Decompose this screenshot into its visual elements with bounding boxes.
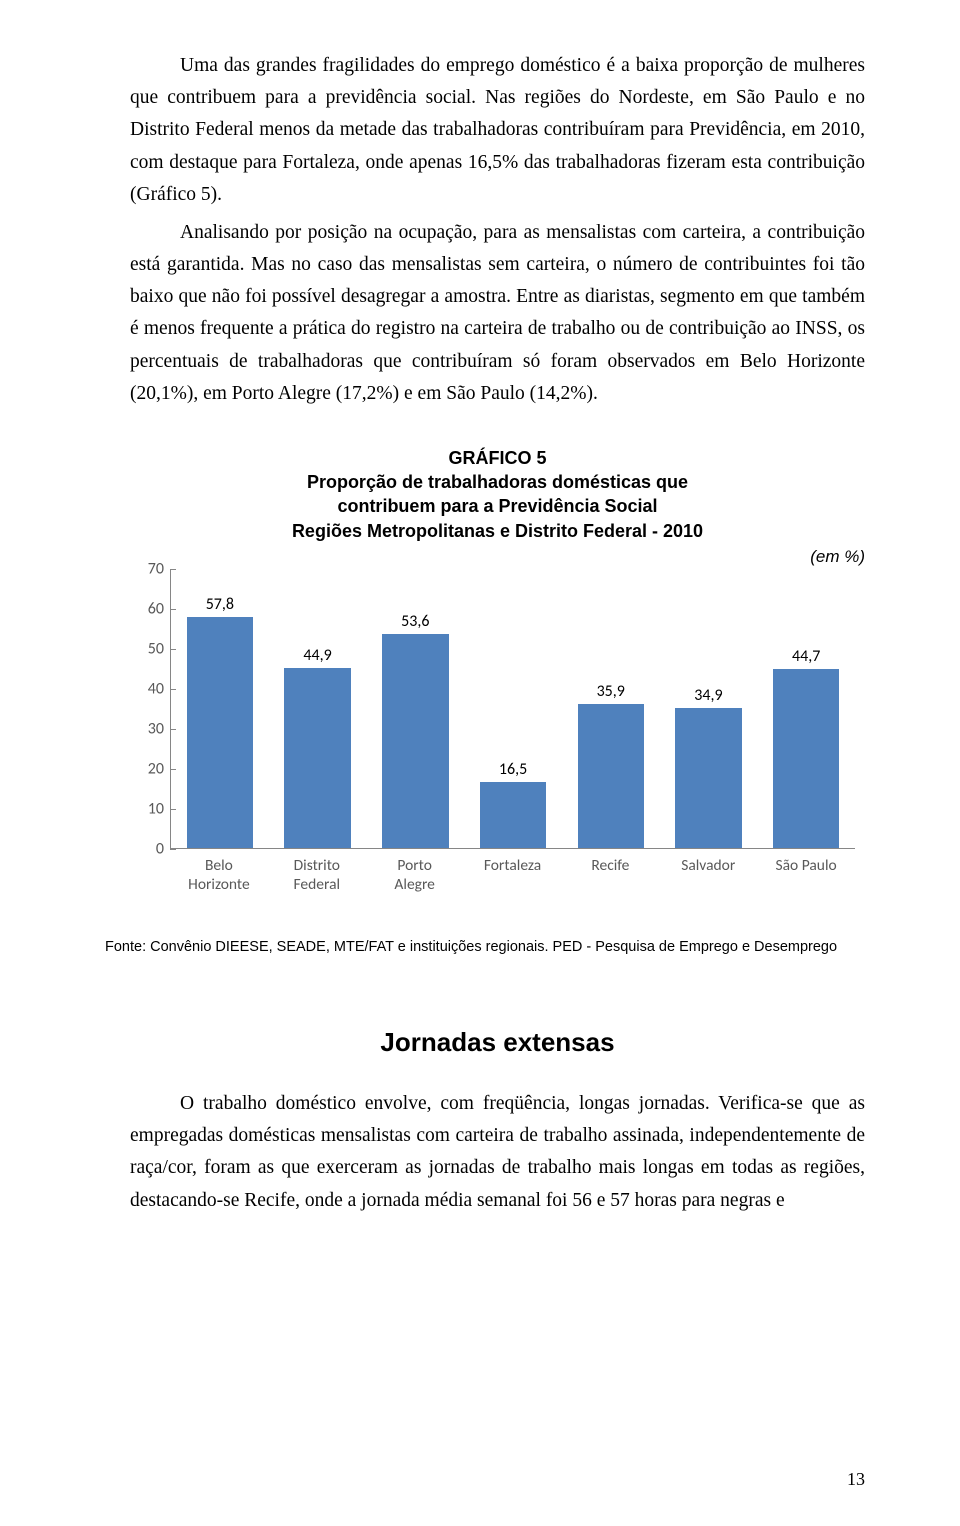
y-tick-label: 20 xyxy=(148,760,164,779)
bar-slot: 53,6 xyxy=(366,569,464,848)
bar-slot: 44,9 xyxy=(269,569,367,848)
bar: 35,9 xyxy=(578,704,644,848)
bar-slot: 44,7 xyxy=(757,569,855,848)
y-tick-mark xyxy=(170,849,176,850)
bar-value-label: 53,6 xyxy=(401,612,429,631)
y-tick-label: 40 xyxy=(148,680,164,699)
x-axis-labels: BeloHorizonteDistritoFederalPortoAlegreF… xyxy=(170,857,855,894)
chart-source: Fonte: Convênio DIEESE, SEADE, MTE/FAT e… xyxy=(105,939,865,955)
bar-value-label: 16,5 xyxy=(499,760,527,779)
bar-value-label: 35,9 xyxy=(597,682,625,701)
section-heading-jornadas: Jornadas extensas xyxy=(130,1027,865,1058)
x-axis-label: Fortaleza xyxy=(464,857,562,894)
x-axis-label: BeloHorizonte xyxy=(170,857,268,894)
bar-slot: 34,9 xyxy=(660,569,758,848)
bar: 44,9 xyxy=(284,668,350,848)
bar: 53,6 xyxy=(382,634,448,848)
chart-title-line-1: GRÁFICO 5 xyxy=(130,446,865,470)
bar-value-label: 44,9 xyxy=(303,646,331,665)
chart-5: GRÁFICO 5 Proporção de trabalhadoras dom… xyxy=(130,446,865,955)
chart-plot-area: 010203040506070 57,844,953,616,535,934,9… xyxy=(130,569,865,899)
x-axis-label: Recife xyxy=(561,857,659,894)
chart-title-line-3: contribuem para a Previdência Social xyxy=(130,494,865,518)
y-tick-label: 10 xyxy=(148,800,164,819)
y-tick-label: 50 xyxy=(148,640,164,659)
bar-slot: 35,9 xyxy=(562,569,660,848)
bar-slot: 16,5 xyxy=(464,569,562,848)
bar-value-label: 34,9 xyxy=(694,686,722,705)
bar-slot: 57,8 xyxy=(171,569,269,848)
page-number: 13 xyxy=(847,1469,865,1490)
chart-title-line-4: Regiões Metropolitanas e Distrito Federa… xyxy=(130,519,865,543)
paragraph-3: O trabalho doméstico envolve, com freqüê… xyxy=(130,1088,865,1217)
bar: 57,8 xyxy=(187,617,253,848)
y-axis: 010203040506070 xyxy=(130,569,170,899)
chart-title-line-2: Proporção de trabalhadoras domésticas qu… xyxy=(130,470,865,494)
chart-unit: (em %) xyxy=(130,547,865,567)
chart-title: GRÁFICO 5 Proporção de trabalhadoras dom… xyxy=(130,446,865,543)
x-axis-label: PortoAlegre xyxy=(366,857,464,894)
bar: 16,5 xyxy=(480,782,546,848)
y-tick-label: 70 xyxy=(148,560,164,579)
y-tick-label: 60 xyxy=(148,600,164,619)
x-axis-label: DistritoFederal xyxy=(268,857,366,894)
bar: 44,7 xyxy=(773,669,839,848)
x-axis-label: Salvador xyxy=(659,857,757,894)
bar: 34,9 xyxy=(675,708,741,848)
paragraph-2: Analisando por posição na ocupação, para… xyxy=(130,217,865,410)
y-tick-label: 30 xyxy=(148,720,164,739)
x-axis-label: São Paulo xyxy=(757,857,855,894)
bar-plot: 57,8 44,9 53,6 16,5 35,9 34,9 44,7 xyxy=(170,569,855,849)
paragraph-1: Uma das grandes fragilidades do emprego … xyxy=(130,50,865,211)
bar-value-label: 44,7 xyxy=(792,647,820,666)
bar-value-label: 57,8 xyxy=(206,595,234,614)
y-tick-label: 0 xyxy=(156,840,164,859)
